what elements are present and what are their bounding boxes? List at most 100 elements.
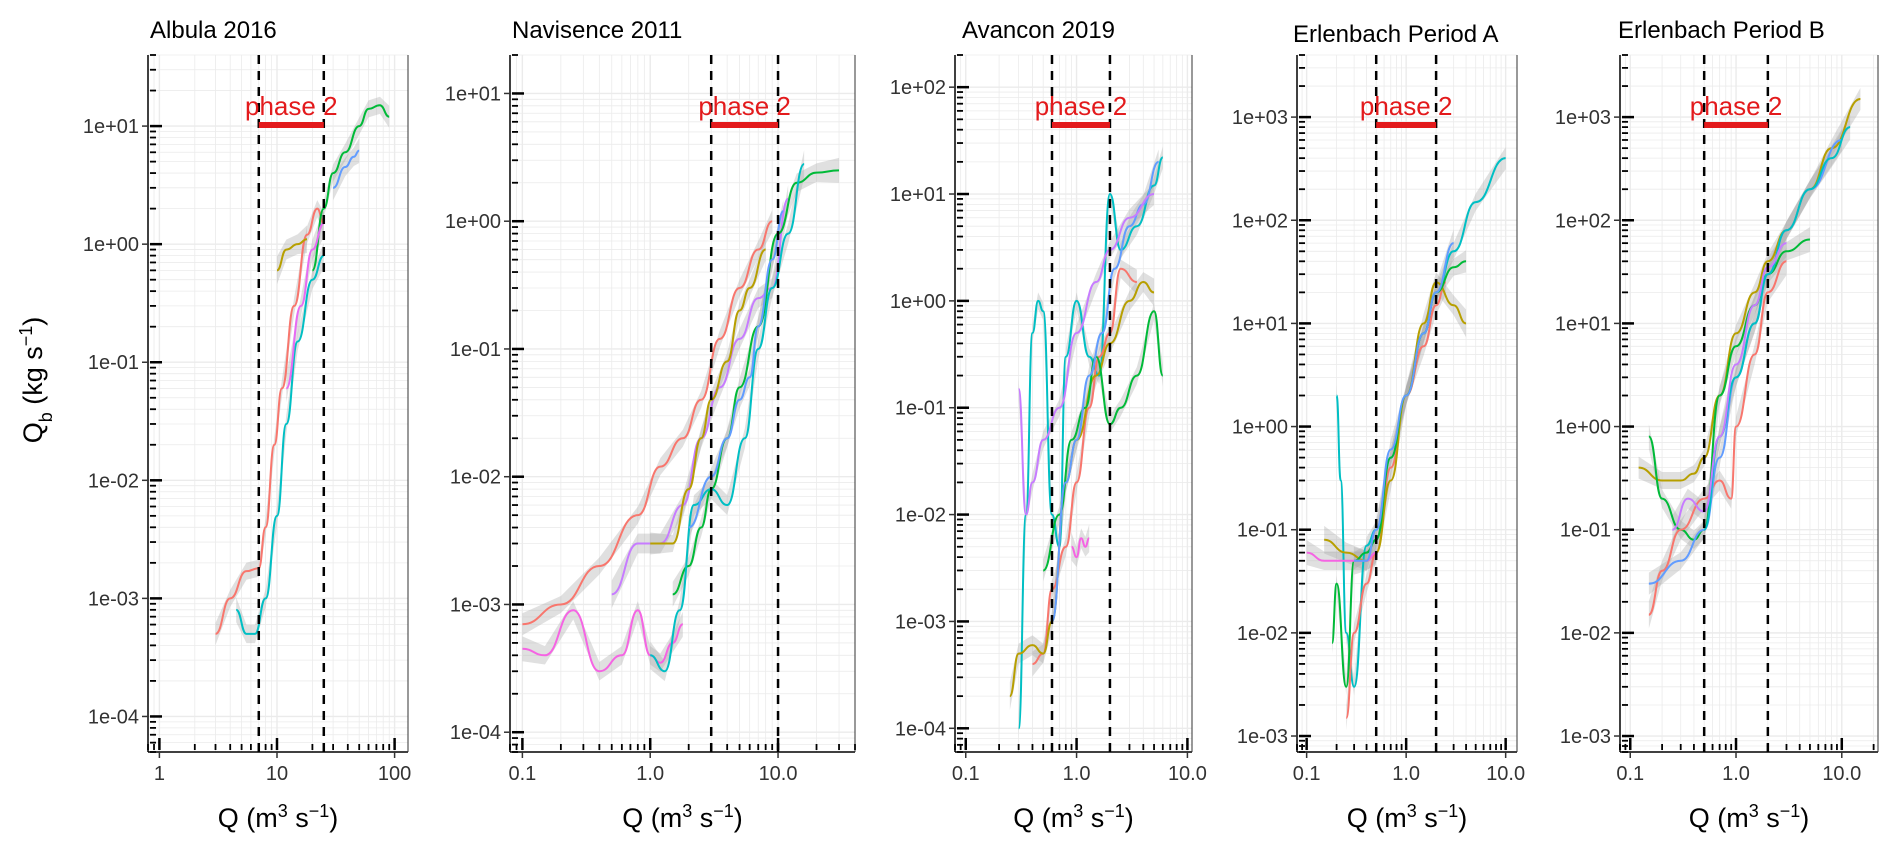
- confidence-band: [1018, 182, 1155, 524]
- phase-label: phase 2: [1035, 91, 1128, 121]
- x-tick-label: 1.0: [1063, 763, 1091, 785]
- confidence-band: [1324, 272, 1467, 571]
- y-tick-label: 1e+00: [1232, 417, 1288, 439]
- y-tick-label: 1e-01: [1560, 520, 1611, 542]
- y-tick-label: 1e+03: [1555, 107, 1611, 129]
- plot-area: [1638, 87, 1861, 629]
- y-tick-label: 1e-02: [1560, 623, 1611, 645]
- x-axis-title: Q (m3 s−1): [1689, 801, 1810, 833]
- x-tick-label: 1.0: [1392, 763, 1420, 785]
- panel-background: [1297, 55, 1517, 752]
- panel-title: Erlenbach Period B: [1618, 17, 1825, 44]
- y-tick-label: 1e+01: [1555, 313, 1611, 335]
- y-tick-label: 1e-02: [895, 505, 946, 527]
- y-tick-label: 1e+02: [890, 77, 946, 99]
- confidence-band: [276, 225, 308, 285]
- panel-background: [510, 55, 855, 752]
- panel-title: Albula 2016: [150, 17, 277, 44]
- phase-label: phase 2: [245, 91, 338, 121]
- y-tick-label: 1e-02: [88, 470, 139, 492]
- series-line: [1071, 537, 1090, 559]
- x-tick-label: 100: [378, 763, 411, 785]
- confidence-band: [1704, 114, 1851, 543]
- series-line: [1017, 193, 1155, 516]
- y-tick-label: 1e-03: [1560, 726, 1611, 748]
- confidence-band: [333, 138, 360, 201]
- series-line: [1032, 267, 1138, 665]
- series-line: [285, 222, 325, 390]
- plot-area: [1008, 146, 1164, 740]
- series-line: [649, 163, 806, 673]
- chart-panel: phase 2 1e-04 1e-03 1e-02 1e-01 1e+00 1e+01 1 10…: [83, 17, 411, 833]
- chart-panel: phase 2 1e-04 1e-03 1e-02 1e-01 1e+00 1e+01 1e+…: [890, 17, 1207, 833]
- phase-label: phase 2: [698, 91, 791, 121]
- y-tick-label: 1e-02: [1237, 623, 1288, 645]
- x-tick-label: 10.0: [1822, 763, 1861, 785]
- x-tick-label: 1: [154, 763, 165, 785]
- panel-background: [1620, 55, 1878, 752]
- y-tick-label: 1e-03: [895, 611, 946, 633]
- panel-title: Erlenbach Period A: [1293, 21, 1498, 48]
- series-line: [672, 169, 840, 596]
- x-axis-title: Q (m3 s−1): [1347, 801, 1468, 833]
- plot-area: [214, 96, 390, 645]
- confidence-band: [1638, 87, 1861, 490]
- series-line: [522, 220, 773, 626]
- y-tick-label: 1e+02: [1555, 210, 1611, 232]
- y-tick-label: 1e+01: [1232, 313, 1288, 335]
- x-tick-label: 10.0: [1486, 763, 1525, 785]
- y-tick-label: 1e-01: [450, 339, 501, 361]
- panel-title: Navisence 2011: [512, 17, 682, 44]
- x-tick-label: 10.0: [759, 763, 798, 785]
- x-tick-label: 0.1: [1616, 763, 1644, 785]
- y-tick-label: 1e-03: [88, 588, 139, 610]
- y-tick-label: 1e-03: [450, 594, 501, 616]
- chart-panel: phase 2 1e-04 1e-03 1e-02 1e-01 1e+00 1e+01 0.1…: [445, 17, 856, 833]
- series-line: [1647, 260, 1787, 616]
- y-axis-title: Qb (kg s−1): [16, 317, 56, 444]
- phase-label: phase 2: [1360, 91, 1453, 121]
- plot-area: [1306, 147, 1506, 731]
- y-tick-label: 1e-04: [450, 722, 501, 744]
- y-tick-label: 1e+00: [445, 211, 501, 233]
- x-tick-label: 1.0: [1722, 763, 1750, 785]
- y-tick-label: 1e+00: [1555, 417, 1611, 439]
- y-tick-label: 1e+02: [1232, 210, 1288, 232]
- y-tick-label: 1e+03: [1232, 107, 1288, 129]
- x-tick-label: 1.0: [636, 763, 664, 785]
- phase-label: phase 2: [1690, 91, 1783, 121]
- panel-background: [148, 55, 408, 752]
- confidence-band: [1306, 540, 1377, 570]
- panel-title: Avancon 2019: [962, 17, 1115, 44]
- y-tick-label: 1e+00: [890, 291, 946, 313]
- series-line: [235, 254, 325, 635]
- x-tick-label: 0.1: [1293, 763, 1321, 785]
- y-tick-label: 1e+01: [445, 83, 501, 105]
- x-axis-title: Q (m3 s−1): [1013, 801, 1134, 833]
- series-line: [522, 609, 684, 673]
- y-tick-label: 1e-02: [450, 467, 501, 489]
- confidence-band: [1648, 247, 1787, 629]
- x-tick-label: 10: [266, 763, 288, 785]
- y-tick-label: 1e+00: [83, 234, 139, 256]
- y-tick-label: 1e+01: [83, 116, 139, 138]
- confidence-band: [672, 157, 840, 607]
- y-tick-label: 1e-01: [895, 398, 946, 420]
- series-line: [1354, 242, 1455, 562]
- plot-area: [522, 150, 840, 682]
- x-tick-label: 10.0: [1168, 763, 1207, 785]
- y-tick-label: 1e-01: [88, 352, 139, 374]
- x-axis-title: Q (m3 s−1): [622, 801, 743, 833]
- confidence-band: [611, 184, 789, 609]
- confidence-band: [688, 200, 784, 539]
- chart-panel: phase 2 1e-03 1e-02 1e-01 1e+00 1e+01 1e+02 1e+…: [1232, 21, 1525, 833]
- x-tick-label: 0.1: [508, 763, 536, 785]
- series-line: [214, 207, 325, 635]
- series-line: [1671, 242, 1787, 531]
- chart-panel: phase 2 1e-03 1e-02 1e-01 1e+00 1e+01 1e+02 1e+…: [1555, 17, 1879, 833]
- y-tick-label: 1e-04: [88, 706, 139, 728]
- y-tick-label: 1e+01: [890, 184, 946, 206]
- x-axis-title: Q (m3 s−1): [218, 801, 339, 833]
